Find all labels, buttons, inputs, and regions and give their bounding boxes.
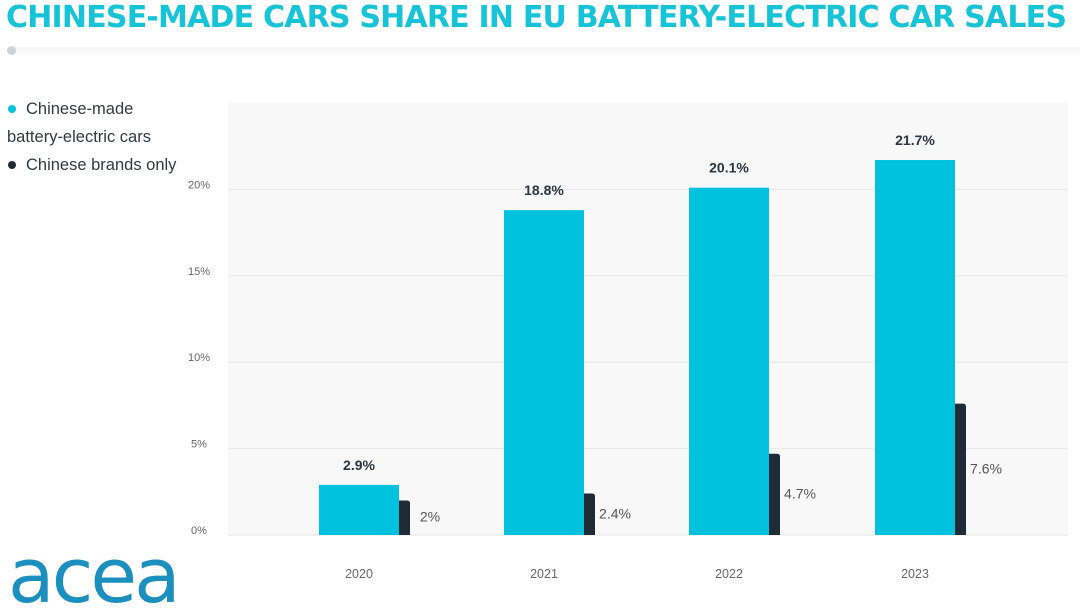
y-tick-label: 20%: [188, 179, 210, 191]
legend-label-chinese-brands: Chinese brands only: [26, 156, 177, 174]
y-tick-label: 0%: [191, 525, 207, 537]
data-label-chinese-brands: 4.7%: [784, 485, 816, 501]
data-label-chinese-brands: 2%: [420, 509, 440, 525]
legend-item-chinese-brands: Chinese brands only: [7, 151, 176, 179]
bar-chinese-made: [319, 484, 399, 535]
bar-chinese-made: [504, 210, 584, 536]
bar-chinese-brands: [584, 493, 595, 535]
data-label-chinese-made: 18.8%: [524, 182, 564, 198]
bar-chinese-made: [689, 187, 769, 535]
acea-logo: acea: [8, 540, 181, 610]
x-tick-label: 2020: [345, 567, 373, 581]
data-label-chinese-brands: 7.6%: [970, 460, 1002, 476]
data-label-chinese-made: 21.7%: [895, 132, 935, 148]
y-tick-label: 5%: [191, 439, 207, 451]
chart-title: CHINESE-MADE CARS SHARE IN EU BATTERY-EL…: [6, 0, 1067, 35]
title-underline: [8, 47, 1080, 57]
data-label-chinese-made: 20.1%: [709, 160, 749, 176]
x-tick-label: 2022: [715, 567, 743, 581]
legend-item-chinese-made: Chinese-made battery-electric cars: [7, 95, 176, 151]
legend-marker-chinese-made: [8, 105, 16, 113]
y-tick-label: 10%: [188, 352, 210, 364]
legend-label-chinese-made-line2: battery-electric cars: [7, 128, 151, 146]
bar-chinese-made: [875, 160, 955, 536]
title-underline-dot: [7, 46, 16, 55]
legend-marker-chinese-brands: [8, 161, 16, 169]
bar-chinese-brands: [399, 500, 410, 535]
x-tick-label: 2023: [901, 567, 929, 581]
legend: Chinese-made battery-electric cars Chine…: [7, 95, 176, 179]
bar-chinese-brands: [955, 403, 966, 535]
x-tick-label: 2021: [530, 567, 558, 581]
bar-chinese-brands: [769, 453, 780, 535]
acea-logo-text: acea: [8, 540, 178, 610]
data-label-chinese-made: 2.9%: [343, 457, 375, 473]
data-label-chinese-brands: 2.4%: [599, 505, 631, 521]
y-tick-label: 15%: [188, 266, 210, 278]
legend-label-chinese-made-line1: Chinese-made: [26, 100, 134, 118]
